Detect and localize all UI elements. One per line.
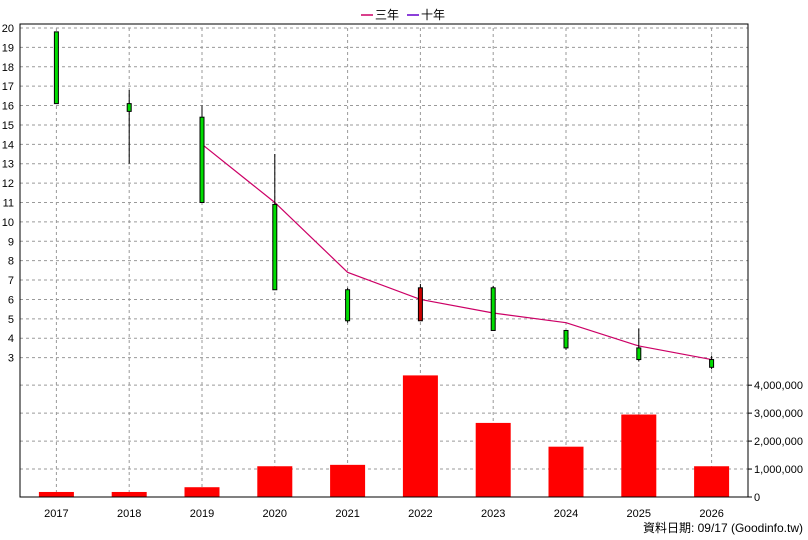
candle-body — [345, 289, 351, 322]
candle-body — [53, 31, 59, 105]
candle-body — [563, 329, 569, 349]
candle — [126, 90, 132, 164]
price-tick-label: 18 — [2, 62, 14, 74]
volume-bars — [38, 375, 730, 497]
x-tick-label: 2023 — [481, 508, 505, 520]
volume-bar — [38, 491, 74, 497]
candle-body — [126, 103, 132, 112]
candle-body — [417, 287, 423, 322]
volume-bar — [475, 422, 511, 497]
volume-bar — [548, 446, 584, 497]
price-tick-label: 14 — [2, 139, 14, 151]
candle — [345, 287, 351, 323]
x-tick-label: 2018 — [117, 508, 141, 520]
price-tick-label: 4 — [8, 333, 14, 345]
volume-bar — [694, 466, 730, 497]
candle-body — [272, 203, 278, 291]
volume-tick-label: 2,000,000 — [754, 436, 803, 448]
volume-axis: 0 1,000,000 2,000,000 3,000,000 4,000,000 — [748, 380, 803, 504]
three-year-line — [201, 143, 712, 361]
x-tick-label: 2020 — [263, 508, 287, 520]
price-tick-label: 15 — [2, 120, 14, 132]
price-tick-label: 11 — [3, 198, 14, 210]
grid — [20, 27, 748, 497]
x-tick-label: 2019 — [190, 508, 214, 520]
price-tick-label: 12 — [2, 178, 14, 190]
volume-bar — [257, 466, 293, 497]
x-tick-label: 2024 — [554, 508, 578, 520]
price-tick-label: 19 — [2, 42, 14, 54]
price-axis: 3 4 5 6 7 8 9 10 11 12 13 14 15 16 17 18 19 20 — [2, 23, 14, 365]
legend-three-year-label: 三年 — [375, 8, 399, 22]
candle — [636, 328, 642, 362]
x-tick-label: 2021 — [335, 508, 359, 520]
candle — [53, 31, 59, 105]
price-tick-label: 3 — [8, 353, 14, 365]
volume-bar — [621, 414, 657, 497]
plot-border — [19, 23, 749, 498]
price-tick-label: 6 — [8, 294, 14, 306]
price-tick-label: 9 — [8, 236, 14, 248]
price-tick-label: 13 — [2, 159, 14, 171]
x-tick-label: 2025 — [627, 508, 651, 520]
x-axis: 2017 2018 2019 2020 2021 2022 2023 2024 2025 2026 — [44, 508, 724, 520]
volume-bar — [402, 375, 438, 497]
volume-tick-label: 3,000,000 — [754, 408, 803, 420]
volume-tick-label: 4,000,000 — [754, 380, 803, 392]
three-year-line-path — [201, 143, 712, 361]
x-tick-label: 2022 — [408, 508, 432, 520]
price-tick-label: 5 — [8, 314, 14, 326]
candle-body — [709, 359, 715, 368]
volume-bar — [111, 491, 147, 497]
price-tick-label: 16 — [2, 101, 14, 113]
price-tick-label: 20 — [2, 23, 14, 35]
price-tick-label: 17 — [2, 81, 14, 93]
volume-tick-label: 1,000,000 — [754, 464, 803, 476]
plot-frame — [19, 23, 749, 498]
candlesticks — [53, 31, 715, 370]
x-tick-label: 2026 — [699, 508, 723, 520]
candle — [272, 154, 278, 291]
candle-body — [199, 116, 205, 203]
candle-body — [636, 347, 642, 361]
price-tick-label: 8 — [8, 256, 14, 268]
footer-date-source: 資料日期: 09/17 (Goodinfo.tw) — [643, 521, 803, 535]
candle — [490, 285, 496, 331]
price-tick-label: 10 — [2, 217, 14, 229]
price-tick-label: 7 — [8, 275, 14, 287]
volume-tick-label: 0 — [754, 492, 760, 504]
candle-body — [490, 287, 496, 331]
volume-bar — [330, 464, 366, 497]
legend-ten-year-label: 十年 — [421, 8, 445, 22]
candle — [709, 355, 715, 370]
candle — [199, 105, 205, 203]
candle — [417, 283, 423, 322]
volume-bar — [184, 487, 220, 497]
candle — [563, 329, 569, 350]
legend: 三年 十年 — [361, 8, 445, 22]
x-tick-label: 2017 — [44, 508, 68, 520]
